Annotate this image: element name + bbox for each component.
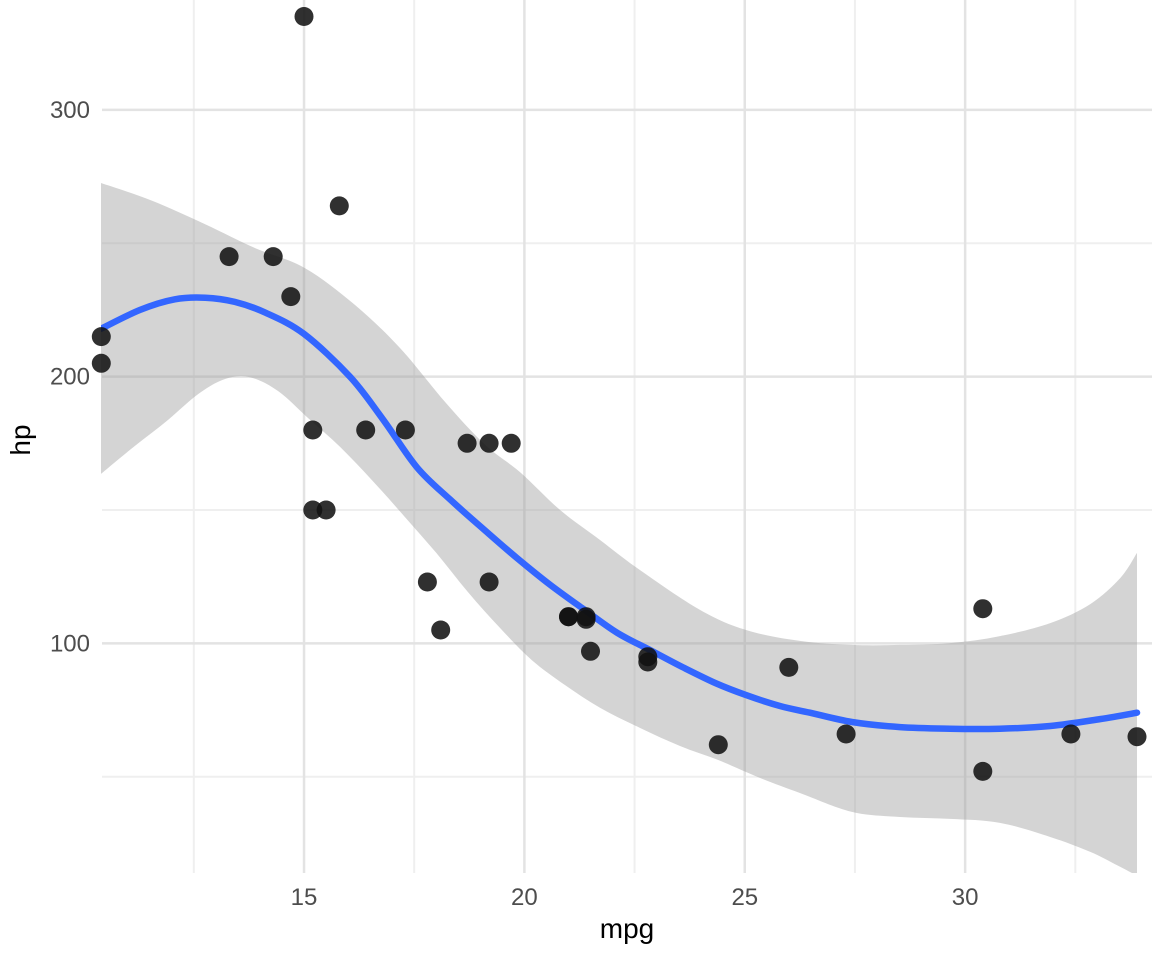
x-tick-label: 30 [952,884,979,911]
data-point [316,500,336,520]
data-point [1061,724,1081,744]
x-axis-label: mpg [600,913,654,944]
data-point [836,724,856,744]
data-point [1127,727,1147,747]
data-point [356,420,376,440]
data-point [329,196,349,216]
data-point [973,599,993,619]
x-tick-label: 25 [731,884,758,911]
y-tick-label: 300 [50,97,90,124]
y-axis-tick-labels: 100 200 300 [50,97,90,657]
data-point [559,607,578,627]
y-axis-label: hp [5,424,36,455]
y-tick-label: 200 [50,364,90,391]
data-point [973,761,993,781]
data-point [91,353,111,373]
data-point [479,572,499,592]
x-axis-tick-labels: 15 20 25 30 [291,884,979,911]
data-point [501,433,521,453]
data-point [417,572,437,592]
data-point [576,609,596,629]
data-point [303,420,323,440]
data-point [708,735,728,755]
data-point [263,247,283,267]
data-point [294,7,314,26]
data-points [91,7,1147,781]
data-point [395,420,415,440]
data-point [638,647,658,667]
data-point [581,641,600,661]
data-point [303,500,323,520]
data-point [779,657,799,677]
y-tick-label: 100 [50,630,90,657]
grid-minor-lines [102,0,1152,873]
data-point [219,247,239,267]
data-point [281,287,301,307]
x-tick-label: 15 [291,884,318,911]
data-point [479,433,499,453]
grid-major-lines [102,0,1152,873]
data-point [91,327,111,347]
data-point [431,620,451,640]
x-tick-label: 20 [511,884,538,911]
confidence-ribbon [101,183,1137,873]
data-point [457,433,477,453]
